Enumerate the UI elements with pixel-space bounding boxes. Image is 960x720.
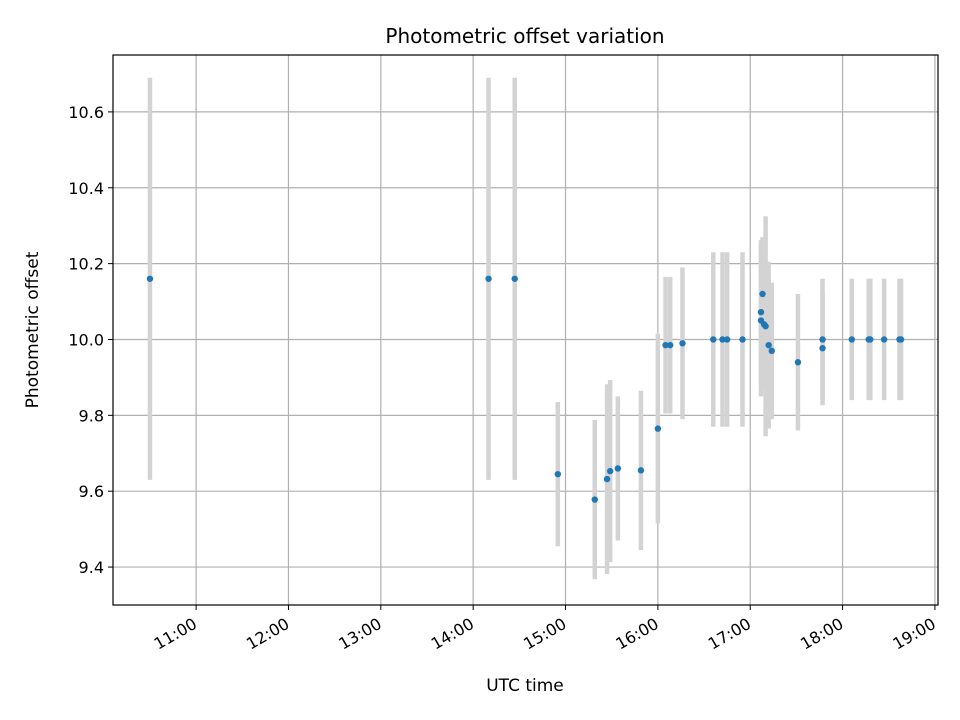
x-tick-label: 16:00 [612,614,661,654]
x-tick-label: 14:00 [428,614,477,654]
data-point [606,467,614,475]
data-point [654,425,662,432]
x-tick-label: 13:00 [335,614,384,654]
data-point [637,467,645,474]
data-point [554,470,562,478]
data-point [485,275,492,282]
data-point [768,347,775,355]
data-point [897,336,905,343]
data-point [794,359,802,366]
data-point [679,340,686,347]
x-tick-label: 19:00 [889,614,938,654]
data-point [880,336,888,343]
x-tick-label: 17:00 [705,614,754,654]
data-point [762,323,769,330]
data-point [848,336,856,343]
axis-ticks: 11:00 12:00 13:00 14:00 15:00 16:00 17:00 18:00… [68,103,939,654]
data-point [614,465,622,472]
x-tick-label: 18:00 [797,614,846,654]
data-point [666,341,674,349]
data-point [739,336,746,343]
data-point [819,345,826,352]
x-tick-label: 11:00 [151,614,200,654]
data-point [662,341,669,349]
plot-frame [112,54,939,606]
data-point [710,336,717,343]
y-tick-label: 9.6 [79,482,104,501]
x-axis-label: UTC time [486,676,564,696]
data-point [723,336,731,343]
data-point [759,290,766,298]
grid-lines [113,55,938,605]
y-tick-label: 10.0 [68,330,104,349]
y-tick-label: 10.2 [68,255,104,274]
data-point [757,308,765,316]
y-tick-label: 10.6 [68,103,104,122]
data-point [719,336,726,343]
data-point [591,496,598,503]
data-point [765,341,772,349]
data-point [603,475,611,483]
y-tick-label: 10.4 [68,179,104,198]
data-point [867,336,874,343]
data-point [819,336,826,343]
data-points [146,275,905,503]
data-point [511,275,518,282]
chart-title: Photometric offset variation [385,24,664,48]
y-tick-label: 9.4 [79,558,104,577]
y-tick-label: 9.8 [79,406,104,425]
x-tick-label: 15:00 [520,614,569,654]
error-bars [147,77,904,580]
data-point [146,275,154,282]
y-axis-label: Photometric offset [23,251,43,408]
x-tick-label: 12:00 [243,614,292,654]
